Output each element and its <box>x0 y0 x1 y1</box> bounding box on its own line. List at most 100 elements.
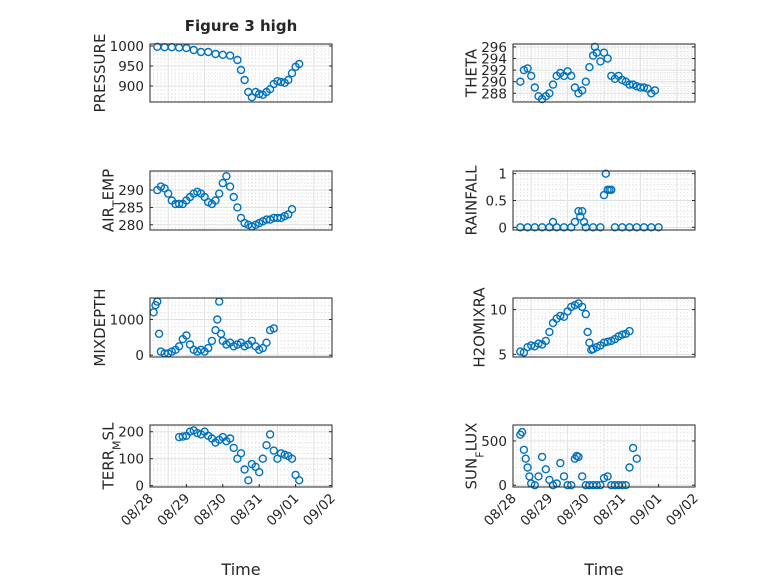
data-point <box>596 57 605 66</box>
data-point <box>287 204 297 214</box>
data-point <box>563 481 572 490</box>
data-point <box>585 62 594 72</box>
y-tick-label: 1 <box>498 167 507 183</box>
data-point <box>618 330 627 339</box>
data-point <box>567 481 576 490</box>
y-tick-label: 1000 <box>110 312 144 328</box>
data-point <box>625 326 634 336</box>
data-point <box>229 443 238 453</box>
data-point <box>534 472 543 481</box>
data-point <box>541 465 550 474</box>
axes-frame <box>512 424 696 488</box>
data-point <box>578 302 587 312</box>
data-point <box>570 217 580 227</box>
data-point <box>182 331 191 340</box>
data-point <box>276 77 286 87</box>
data-point <box>603 54 612 63</box>
data-point <box>556 458 565 468</box>
data-point <box>545 327 554 337</box>
data-point <box>654 223 663 232</box>
data-point <box>280 450 289 459</box>
data-point <box>548 80 558 89</box>
axes-frame <box>512 43 696 103</box>
data-point <box>233 203 242 212</box>
y-tick-label: 280 <box>118 218 144 234</box>
y-axis-label: MIXDEPTH <box>91 288 109 366</box>
data-point <box>516 77 525 86</box>
data-point <box>541 336 550 346</box>
data-point <box>154 329 164 338</box>
data-point <box>174 342 184 351</box>
y-tick-label: 10 <box>490 303 507 319</box>
data-point <box>599 48 609 57</box>
data-point <box>265 430 275 439</box>
data-point <box>229 192 238 202</box>
data-point <box>255 468 264 477</box>
data-point <box>213 315 222 324</box>
y-axis-label: PRESSURE <box>91 34 109 113</box>
data-point <box>579 217 589 227</box>
data-point <box>628 443 638 453</box>
data-point <box>295 59 304 69</box>
data-point <box>596 223 605 232</box>
data-point <box>545 89 554 98</box>
data-point <box>603 337 612 346</box>
y-axis-label: H2OMIXRA <box>471 287 489 368</box>
data-point <box>519 445 529 454</box>
data-point <box>269 324 278 333</box>
data-point <box>284 75 293 85</box>
data-point <box>174 199 184 209</box>
data-point <box>523 463 532 472</box>
y-axis-label: AIRTEMP <box>99 169 123 232</box>
data-point <box>244 476 253 485</box>
data-point <box>625 463 634 472</box>
data-point <box>269 446 278 455</box>
y-tick-label: 0 <box>135 479 144 495</box>
data-point <box>537 452 547 462</box>
y-tick-label: 0 <box>498 478 507 494</box>
data-point <box>530 83 539 92</box>
data-point <box>567 71 576 81</box>
data-point <box>521 454 530 463</box>
y-tick-label: 500 <box>481 434 507 450</box>
y-tick-label: 0 <box>498 220 507 236</box>
data-point <box>240 75 249 85</box>
y-tick-label: 200 <box>118 425 144 441</box>
subplot-rainfall: 0 0.5 1 RAINFALL <box>462 165 696 236</box>
data-point <box>534 339 543 348</box>
data-point <box>218 178 228 188</box>
data-point <box>527 341 536 350</box>
data-point <box>578 472 587 481</box>
data-point <box>255 89 264 99</box>
axes-frame <box>512 297 696 358</box>
data-point <box>590 42 600 52</box>
data-point <box>574 206 583 216</box>
data-point <box>603 472 612 481</box>
axes-frame <box>149 170 333 231</box>
y-tick-label: 296 <box>481 40 507 56</box>
y-axis-label: TERRMSL <box>99 422 123 491</box>
y-tick-label: 290 <box>118 183 144 199</box>
data-point <box>273 213 282 223</box>
chart-title: Figure 3 high <box>185 17 298 35</box>
y-tick-label: 900 <box>118 79 144 95</box>
data-point <box>222 171 231 181</box>
data-point <box>295 476 304 485</box>
y-tick-label: 290 <box>481 75 507 91</box>
data-point <box>207 336 217 346</box>
data-point <box>599 338 609 347</box>
data-point <box>262 338 271 347</box>
data-point <box>214 189 224 198</box>
data-point <box>559 472 569 481</box>
data-point <box>203 47 213 57</box>
y-tick-label: 100 <box>118 452 144 468</box>
y-tick-label: 5 <box>498 347 507 363</box>
data-point <box>632 454 641 463</box>
x-axis-label-left: Time <box>220 560 260 579</box>
